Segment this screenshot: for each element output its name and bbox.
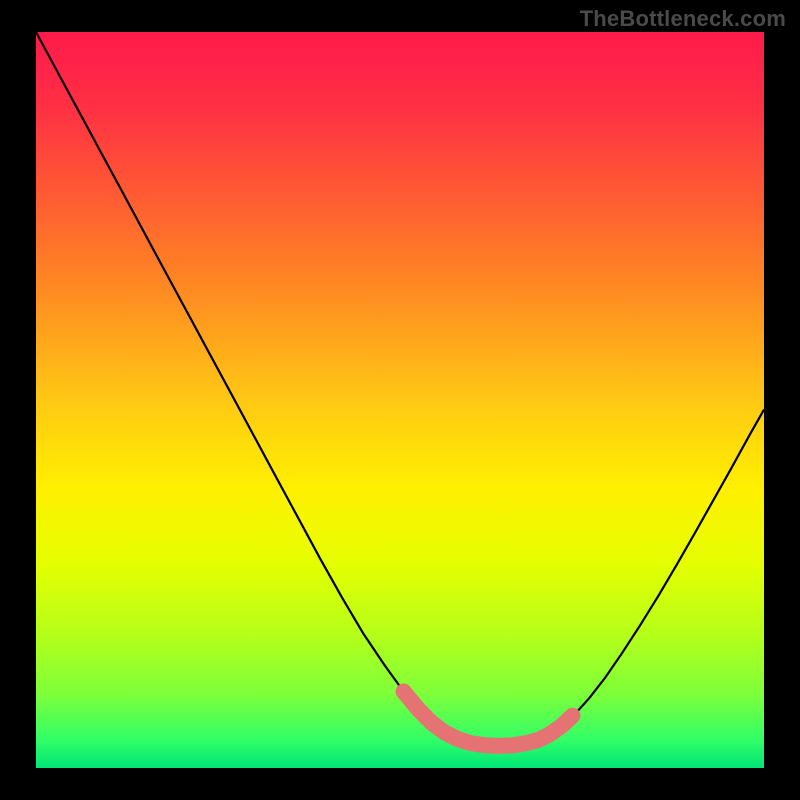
plot-background [36,32,764,768]
watermark-text: TheBottleneck.com [580,6,786,32]
chart-container: TheBottleneck.com [0,0,800,800]
bottleneck-chart [0,0,800,800]
